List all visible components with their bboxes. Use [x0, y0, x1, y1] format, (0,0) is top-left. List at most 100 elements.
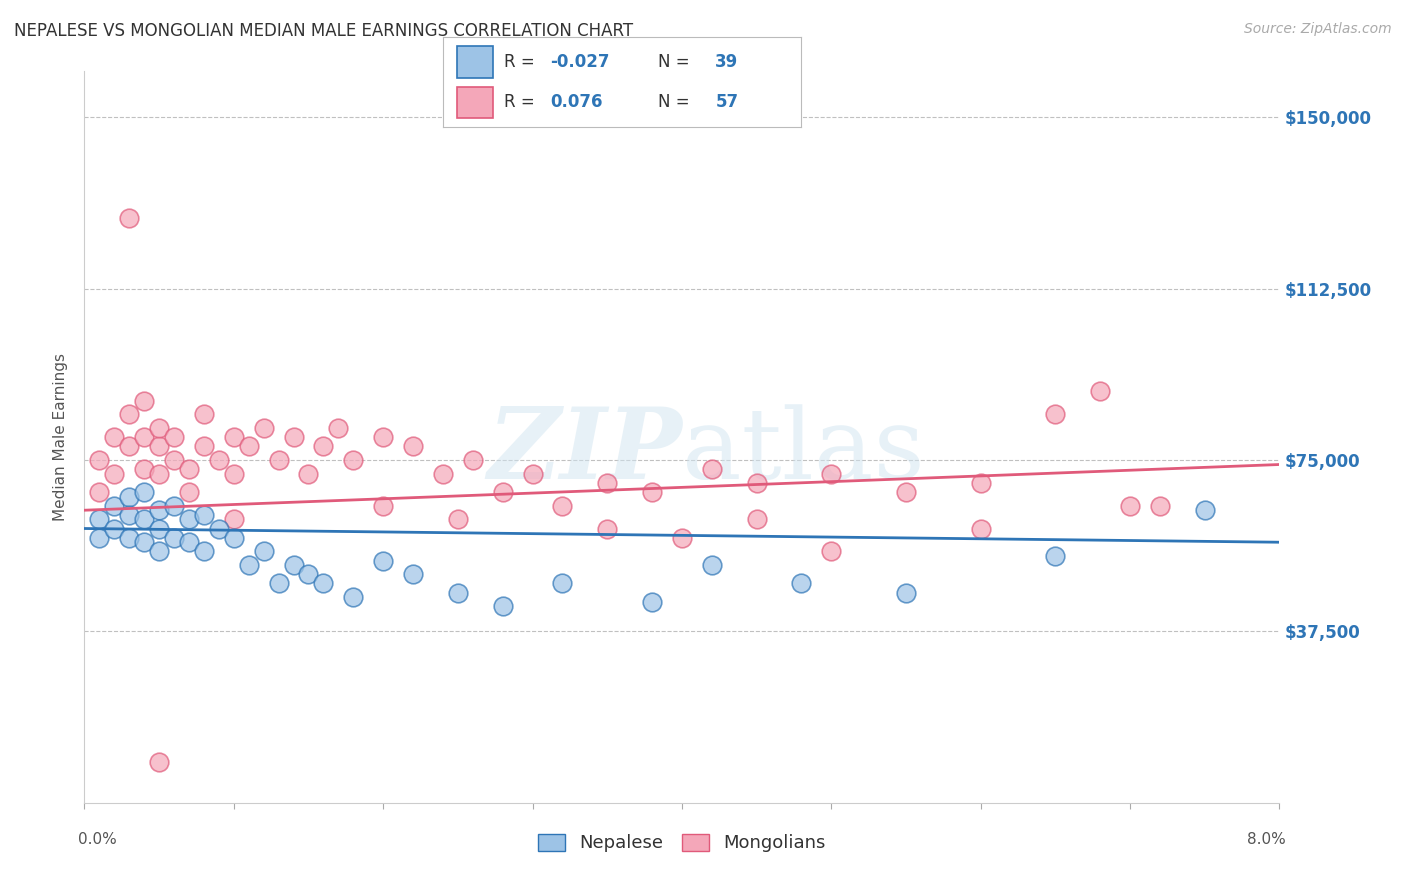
Point	[163, 453, 186, 467]
Point	[267, 453, 290, 467]
Text: R =: R =	[503, 53, 534, 70]
Point	[342, 453, 364, 467]
Point	[641, 594, 664, 608]
Text: R =: R =	[503, 93, 534, 111]
Point	[148, 439, 170, 453]
Point	[297, 467, 319, 481]
Point	[551, 576, 574, 591]
Point	[312, 576, 335, 591]
Point	[790, 576, 813, 591]
Point	[132, 462, 156, 476]
Point	[193, 407, 215, 421]
Point	[1045, 549, 1067, 563]
Point	[894, 585, 917, 599]
Point	[177, 535, 200, 549]
Point	[551, 499, 574, 513]
Point	[447, 585, 470, 599]
Point	[118, 531, 141, 545]
Point	[1149, 499, 1171, 513]
Point	[103, 499, 125, 513]
Point	[1194, 503, 1216, 517]
Point	[820, 467, 842, 481]
Point	[118, 211, 141, 225]
Point	[148, 521, 170, 535]
Point	[373, 553, 395, 567]
Point	[745, 512, 768, 526]
Point	[596, 475, 619, 490]
Y-axis label: Median Male Earnings: Median Male Earnings	[53, 353, 69, 521]
Point	[148, 421, 170, 435]
Point	[148, 755, 170, 769]
Point	[283, 558, 305, 573]
Point	[163, 499, 186, 513]
Point	[193, 544, 215, 558]
Point	[103, 521, 125, 535]
Point	[447, 512, 470, 526]
Legend: Nepalese, Mongolians: Nepalese, Mongolians	[531, 826, 832, 860]
Text: Source: ZipAtlas.com: Source: ZipAtlas.com	[1244, 22, 1392, 37]
Point	[238, 558, 260, 573]
Point	[89, 512, 111, 526]
Point	[163, 531, 186, 545]
Point	[222, 467, 245, 481]
Point	[222, 430, 245, 444]
Point	[1090, 384, 1112, 399]
Point	[132, 512, 156, 526]
Text: 57: 57	[716, 93, 738, 111]
Point	[402, 439, 425, 453]
Point	[1119, 499, 1142, 513]
Point	[745, 475, 768, 490]
Point	[342, 590, 364, 604]
Point	[193, 439, 215, 453]
Point	[132, 393, 156, 408]
Point	[596, 521, 619, 535]
Point	[177, 484, 200, 499]
Point	[700, 558, 723, 573]
Point	[118, 439, 141, 453]
Point	[432, 467, 454, 481]
Point	[253, 421, 276, 435]
FancyBboxPatch shape	[457, 46, 494, 78]
Text: atlas: atlas	[682, 404, 925, 500]
Text: 0.0%: 0.0%	[79, 832, 117, 847]
Point	[222, 531, 245, 545]
Point	[492, 484, 515, 499]
Point	[492, 599, 515, 614]
Point	[208, 453, 231, 467]
Point	[148, 544, 170, 558]
Text: 0.076: 0.076	[551, 93, 603, 111]
Point	[970, 521, 993, 535]
Point	[894, 484, 917, 499]
Point	[312, 439, 335, 453]
Point	[522, 467, 544, 481]
Point	[132, 535, 156, 549]
Text: 8.0%: 8.0%	[1247, 832, 1285, 847]
Point	[297, 567, 319, 582]
Point	[267, 576, 290, 591]
Point	[193, 508, 215, 522]
Point	[103, 467, 125, 481]
Point	[1045, 407, 1067, 421]
Point	[820, 544, 842, 558]
Point	[283, 430, 305, 444]
Point	[328, 421, 350, 435]
Point	[641, 484, 664, 499]
Point	[208, 521, 231, 535]
Point	[118, 508, 141, 522]
Text: 39: 39	[716, 53, 738, 70]
Point	[89, 484, 111, 499]
Text: ZIP: ZIP	[486, 403, 682, 500]
Text: N =: N =	[658, 93, 689, 111]
Point	[148, 503, 170, 517]
Point	[373, 430, 395, 444]
Point	[118, 490, 141, 504]
Point	[700, 462, 723, 476]
Point	[89, 531, 111, 545]
Point	[373, 499, 395, 513]
FancyBboxPatch shape	[457, 87, 494, 118]
Point	[103, 430, 125, 444]
Point	[148, 467, 170, 481]
Point	[461, 453, 484, 467]
Point	[177, 512, 200, 526]
Point	[132, 430, 156, 444]
